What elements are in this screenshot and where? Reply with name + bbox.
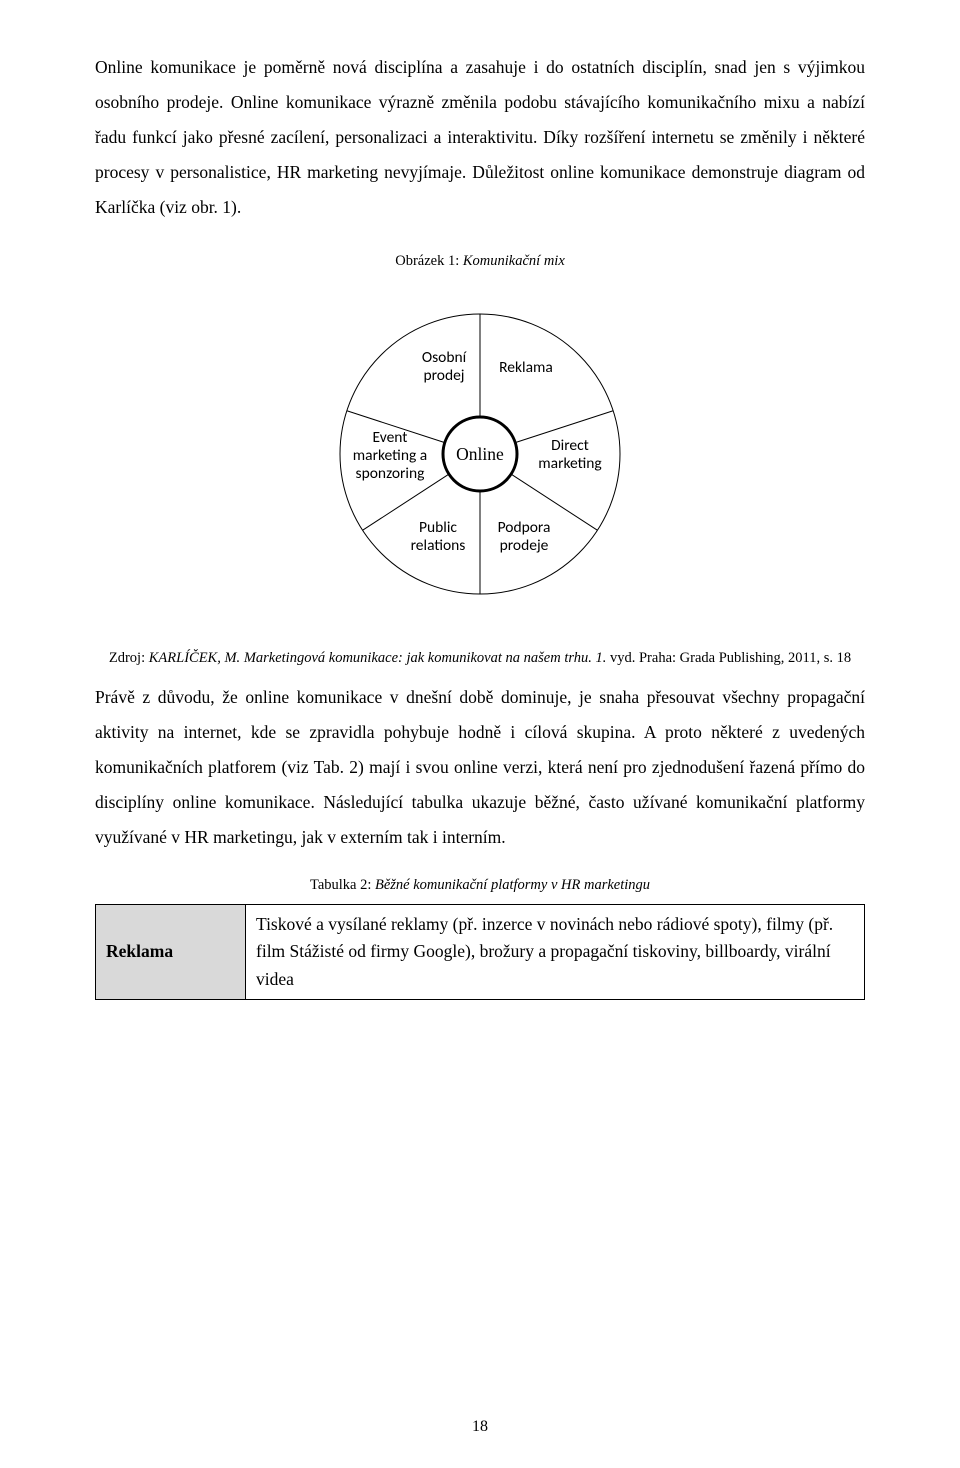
label-reklama: Reklama: [499, 358, 553, 377]
label-direct-1: Direct: [551, 436, 589, 455]
figure-1-caption-text: Komunikační mix: [463, 253, 565, 269]
figure-source: Zdroj: KARLÍČEK, M. Marketingová komunik…: [95, 648, 865, 668]
table-row-body: Tiskové a vysílané reklamy (př. inzerce …: [246, 905, 865, 999]
table-2-caption-prefix: Tabulka 2:: [310, 877, 375, 893]
label-pr-1: Public: [419, 518, 457, 537]
label-pr-2: relations: [411, 536, 466, 555]
label-podpora-1: Podpora: [498, 518, 551, 537]
table-row-header: Reklama: [96, 905, 246, 999]
source-rest: vyd. Praha: Grada Publishing, 2011, s. 1…: [610, 650, 851, 666]
label-event-2: marketing a: [353, 446, 427, 465]
label-online: Online: [456, 444, 504, 464]
table-2-caption-text: Běžné komunikační platformy v HR marketi…: [375, 877, 650, 893]
platforms-table: Reklama Tiskové a vysílané reklamy (př. …: [95, 904, 865, 999]
label-osobni-1: Osobní: [422, 348, 468, 367]
paragraph-2: Právě z důvodu, že online komunikace v d…: [95, 680, 865, 855]
figure-1-caption: Obrázek 1: Komunikační mix: [95, 253, 865, 270]
label-osobni-2: prodej: [423, 366, 464, 385]
label-direct-2: marketing: [538, 454, 602, 473]
diagram-svg: Osobní prodej Reklama Event marketing a …: [320, 294, 640, 614]
source-author: KARLÍČEK, M.: [149, 650, 244, 666]
table-row: Reklama Tiskové a vysílané reklamy (př. …: [96, 905, 865, 999]
page-number: 18: [0, 1418, 960, 1436]
figure-1-caption-prefix: Obrázek 1:: [395, 253, 463, 269]
label-event-1: Event: [373, 428, 408, 447]
label-podpora-2: prodeje: [500, 536, 549, 555]
source-title: Marketingová komunikace: jak komunikovat…: [244, 650, 610, 666]
table-2-caption: Tabulka 2: Běžné komunikační platformy v…: [95, 877, 865, 894]
source-prefix: Zdroj:: [109, 650, 149, 666]
communication-mix-diagram: Osobní prodej Reklama Event marketing a …: [95, 294, 865, 614]
paragraph-1: Online komunikace je poměrně nová discip…: [95, 50, 865, 225]
label-event-3: sponzoring: [356, 464, 426, 483]
